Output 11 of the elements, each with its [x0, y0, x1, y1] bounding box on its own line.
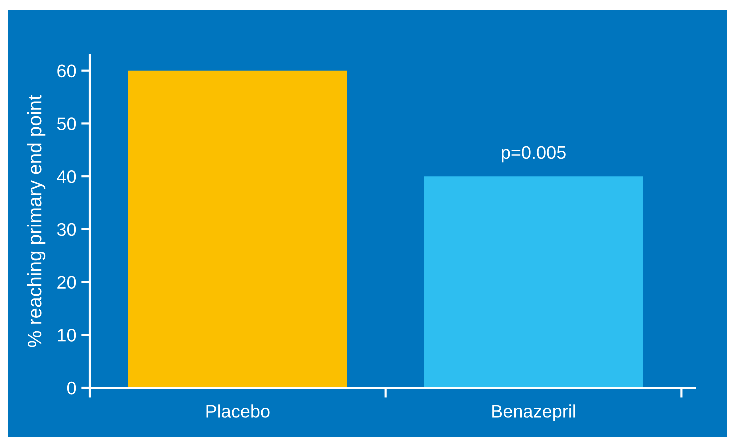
x-tick-label: Placebo [206, 404, 270, 418]
y-tick-label: 60 [58, 64, 76, 78]
x-tick-label: Benazepril [492, 404, 576, 422]
y-tick-label: 50 [57, 118, 76, 130]
y-tick-label: 0 [67, 382, 76, 395]
annotation: p=0.005 [502, 146, 566, 163]
y-tick-label: 20 [58, 276, 76, 290]
y-tick-label: 40 [57, 170, 76, 184]
y-tick-label: 30 [57, 223, 76, 236]
y-tick-label: 10 [58, 329, 76, 342]
y-axis-title: % reaching primary end point [27, 95, 46, 348]
